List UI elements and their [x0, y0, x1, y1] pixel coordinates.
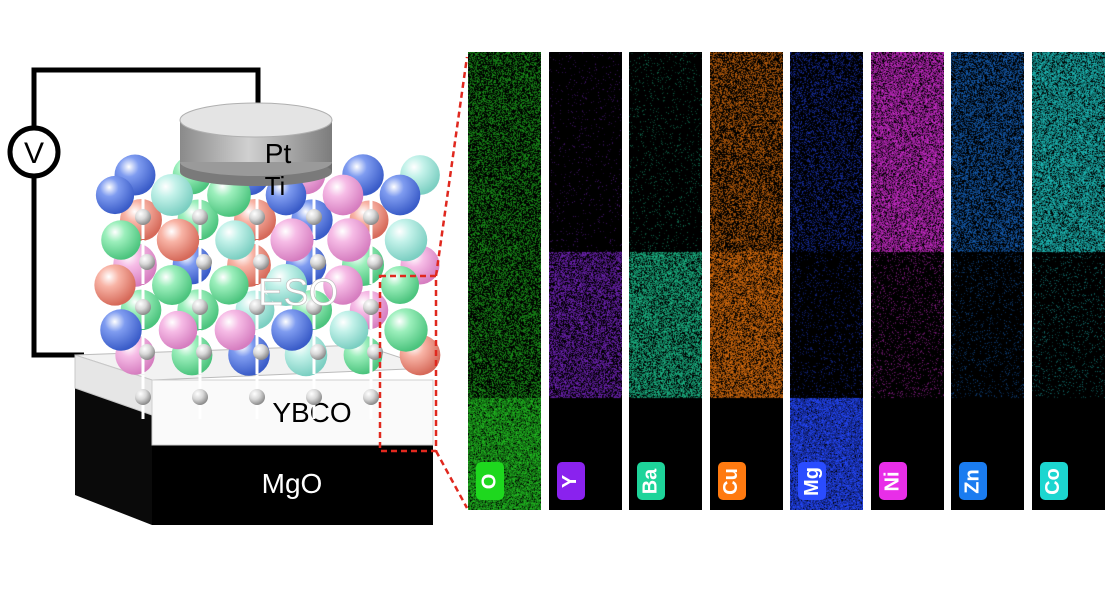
- atom-small: [139, 344, 155, 360]
- atom-small: [192, 389, 208, 405]
- atom-small: [253, 344, 269, 360]
- element-badge: Zn: [959, 462, 987, 500]
- eds-map-cu: Cu: [709, 52, 783, 510]
- circuit-wire: [31, 67, 261, 128]
- atom-small: [363, 389, 379, 405]
- element-badge: Co: [1039, 462, 1068, 500]
- atom-cyan: [215, 220, 255, 260]
- atom-green: [152, 265, 192, 305]
- element-label: O: [478, 473, 501, 489]
- atom-small: [363, 299, 379, 315]
- atom-small: [249, 299, 265, 315]
- eso-label: ESO: [258, 272, 338, 314]
- atom-blue: [95, 175, 135, 215]
- element-label: Ni: [881, 471, 903, 491]
- element-badge: Ni: [878, 462, 907, 500]
- atom-pink: [214, 309, 256, 351]
- voltmeter-icon: V: [7, 125, 61, 179]
- element-badge: O: [476, 462, 504, 500]
- atom-small: [310, 254, 326, 270]
- atom-cyan: [150, 173, 194, 217]
- element-label: Co: [1041, 467, 1064, 495]
- atom-pink: [322, 174, 364, 216]
- eds-map-y: Y: [548, 52, 622, 510]
- atom-small: [306, 299, 322, 315]
- element-label: Mg: [800, 466, 823, 496]
- circuit-wire-lower: [31, 176, 84, 358]
- atom-small: [196, 344, 212, 360]
- atom-blue: [271, 309, 313, 351]
- atom-small: [253, 254, 269, 270]
- atom-green: [101, 220, 141, 260]
- eds-map-image: [548, 52, 622, 510]
- atom-small: [135, 209, 151, 225]
- element-label: Ba: [639, 468, 662, 494]
- atom-pink: [270, 218, 314, 262]
- eds-map-co: Co: [1031, 52, 1105, 510]
- atom-cyan: [329, 310, 369, 350]
- element-badge: Mg: [798, 462, 826, 500]
- atom-green: [384, 308, 428, 352]
- atom-small: [367, 254, 383, 270]
- element-label: Zn: [961, 468, 984, 494]
- voltmeter-label: V: [24, 137, 44, 170]
- pt-label: Pt: [265, 138, 292, 169]
- ti-label: Ti: [265, 171, 286, 201]
- element-label: Y: [559, 474, 581, 488]
- element-badge: Ba: [637, 462, 665, 500]
- atom-small: [249, 209, 265, 225]
- atom-cyan: [384, 218, 428, 262]
- atom-blue: [100, 309, 142, 351]
- eds-map-ba: Ba: [629, 52, 702, 510]
- element-badge: Y: [556, 462, 585, 500]
- eds-map-image: [709, 52, 783, 510]
- eds-map-zn: Zn: [951, 52, 1024, 510]
- atom-small: [192, 299, 208, 315]
- atom-small: [249, 389, 265, 405]
- atom-green: [209, 265, 249, 305]
- eds-map-image: [951, 52, 1024, 510]
- eds-map-ni: Ni: [870, 52, 944, 510]
- atom-green: [380, 265, 420, 305]
- atom-blue: [379, 174, 421, 216]
- atom-small: [192, 209, 208, 225]
- atom-cyan: [264, 263, 308, 307]
- eds-map-image: [790, 52, 863, 510]
- atom-pink: [323, 265, 363, 305]
- atom-small: [310, 344, 326, 360]
- atom-small: [363, 209, 379, 225]
- atom-small: [306, 389, 322, 405]
- atom-pink: [327, 218, 371, 262]
- atom-small: [135, 389, 151, 405]
- eds-map-image: [870, 52, 944, 510]
- element-label: Cu: [719, 467, 742, 495]
- eds-map-o: O: [468, 52, 541, 510]
- zoom-callout-line-bottom: [434, 450, 469, 509]
- eds-map-image: [629, 52, 702, 510]
- eso-lattice: [94, 154, 441, 419]
- eds-map-image: [468, 52, 541, 510]
- atom-small: [196, 254, 212, 270]
- eds-map-mg: Mg: [790, 52, 863, 510]
- zoom-callout-line-top: [434, 56, 469, 277]
- substrate-label: MgO: [262, 468, 323, 499]
- zoom-callout-box: [378, 274, 438, 453]
- substrate-mgo: MgO: [74, 344, 433, 525]
- eds-map-image: [1031, 52, 1105, 510]
- atom-red: [94, 264, 136, 306]
- atom-small: [135, 299, 151, 315]
- atom-red: [156, 218, 200, 262]
- top-electrode: Pt Ti: [179, 102, 333, 201]
- atom-small: [139, 254, 155, 270]
- atom-small: [306, 209, 322, 225]
- atom-pink: [158, 310, 198, 350]
- element-badge: Cu: [717, 462, 746, 500]
